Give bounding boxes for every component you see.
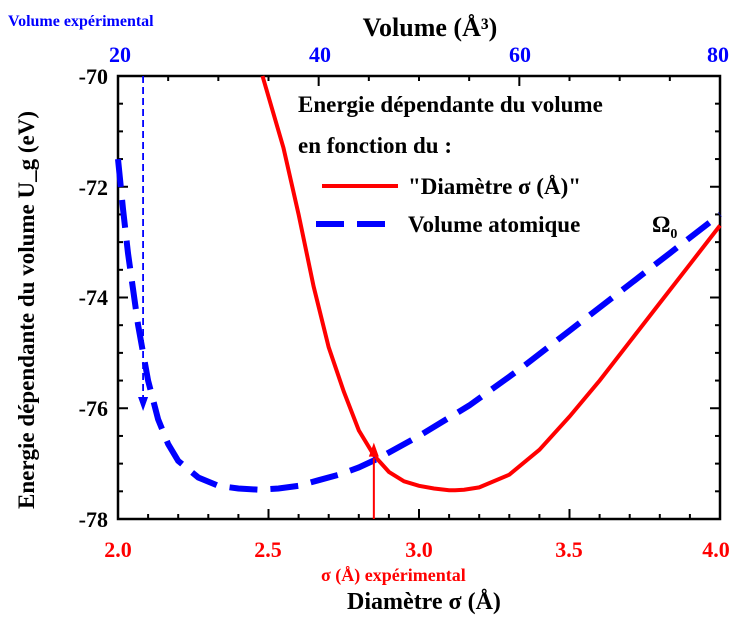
x-tick-label: 2.5 (254, 537, 282, 562)
y-tick-label: -72 (79, 175, 108, 200)
x-tick-label: 3.0 (405, 537, 433, 562)
series-line-diametre (260, 75, 722, 493)
x-top-axis-title: Volume (Å³) (363, 13, 498, 42)
legend-label-diametre: "Diamètre σ (Å)" (408, 174, 581, 199)
x-top-tick-label: 80 (707, 42, 729, 67)
legend-label-volume: Volume atomique (408, 212, 580, 237)
x-top-tick-label: 60 (509, 42, 531, 67)
experimental-sigma-label: σ (Å) expérimental (321, 565, 466, 586)
legend-title-line1: Energie dépendante du volume (298, 92, 603, 117)
omega-label: Ω0 (652, 212, 677, 242)
x-tick-label: 3.5 (555, 537, 583, 562)
y-tick-label: -78 (79, 507, 108, 532)
legend: Energie dépendante du volume en fonction… (298, 92, 677, 242)
x-tick-label: 2.0 (104, 537, 132, 562)
y-axis-title: Energie dépendante du volume U_g (eV) (14, 111, 39, 509)
series-line-volume-atomique (115, 158, 722, 493)
experimental-sigma-arrowhead (368, 442, 379, 457)
legend-title-line2: en fonction du : (298, 133, 452, 158)
x-top-tick-label: 20 (109, 42, 131, 67)
experimental-volume-label: Volume expérimental (8, 13, 154, 30)
x-axis-title: Diamètre σ (Å) (347, 589, 501, 615)
y-tick-label: -76 (79, 396, 108, 421)
tick-marks (117, 75, 721, 520)
experimental-volume-arrowhead (138, 397, 149, 412)
y-tick-label: -74 (79, 285, 108, 310)
y-tick-label: -70 (79, 64, 108, 89)
x-tick-label: 4.0 (702, 537, 730, 562)
x-top-tick-label: 40 (309, 42, 331, 67)
